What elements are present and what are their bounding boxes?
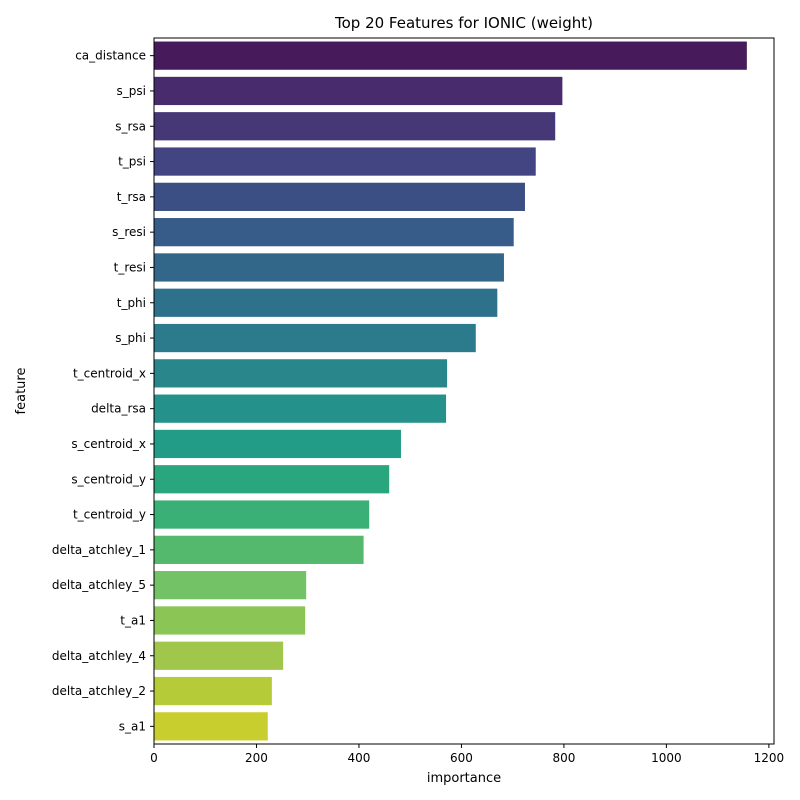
y-tick-label: s_resi [112,225,146,239]
x-axis-label: importance [427,771,501,786]
bar-s_centroid_x [154,429,401,459]
bar-t_centroid_x [154,359,448,388]
y-tick-label: delta_atchley_4 [52,649,146,663]
bar-t_resi [154,253,504,282]
y-tick-label: t_rsa [117,190,146,204]
bar-s_phi [154,323,476,353]
bar-delta_atchley_2 [154,676,272,706]
bar-s_resi [154,218,514,247]
y-tick-label: s_a1 [119,719,146,733]
x-tick-label: 1000 [651,751,682,765]
y-tick-labels: ca_distance s_psi s_rsa t_psi t_rsa s_resi t_r… [52,49,154,733]
bar-ca_distance [154,41,747,70]
bar-s_a1 [154,712,268,741]
bar-s_rsa [154,112,556,141]
chart-title: Top 20 Features for IONIC (weight) [334,14,593,32]
x-tick-label: 800 [552,751,575,765]
bar-t_centroid_y [154,500,370,529]
y-tick-label: ca_distance [75,49,146,63]
x-tick-label: 600 [450,751,473,765]
y-tick-label: t_a1 [120,613,146,627]
bar-s_centroid_y [154,465,390,494]
y-tick-label: delta_atchley_1 [52,543,146,557]
bar-t_rsa [154,182,525,211]
bar-t_psi [154,147,536,176]
y-tick-label: delta_rsa [91,402,146,416]
y-tick-label: s_centroid_y [71,472,146,486]
y-tick-label: t_phi [117,296,146,310]
y-tick-label: t_centroid_y [73,508,146,522]
bar-delta_atchley_1 [154,535,364,564]
x-tick-label: 400 [348,751,371,765]
y-tick-label: delta_atchley_5 [52,578,146,592]
y-tick-label: t_centroid_x [73,366,146,380]
bars-group [154,41,747,741]
y-tick-label: t_psi [118,155,146,169]
bar-t_phi [154,288,498,317]
bar-delta_atchley_4 [154,641,284,670]
x-tick-label: 1200 [754,751,785,765]
y-tick-label: s_rsa [115,119,146,133]
x-tick-label: 200 [245,751,268,765]
y-tick-label: s_phi [115,331,146,345]
x-ticks: 0 200 400 600 800 1000 1200 [150,744,784,765]
bar-t_a1 [154,606,306,635]
plot-frame [153,37,775,745]
bar-delta_rsa [154,394,447,423]
bar-delta_atchley_5 [154,571,307,600]
y-tick-label: delta_atchley_2 [52,684,146,698]
x-tick-label: 0 [150,751,158,765]
y-axis-label: feature [14,368,29,415]
y-tick-label: t_resi [114,260,146,274]
y-tick-label: s_psi [117,84,146,98]
y-tick-label: s_centroid_x [71,437,146,451]
bar-s_psi [154,76,563,106]
